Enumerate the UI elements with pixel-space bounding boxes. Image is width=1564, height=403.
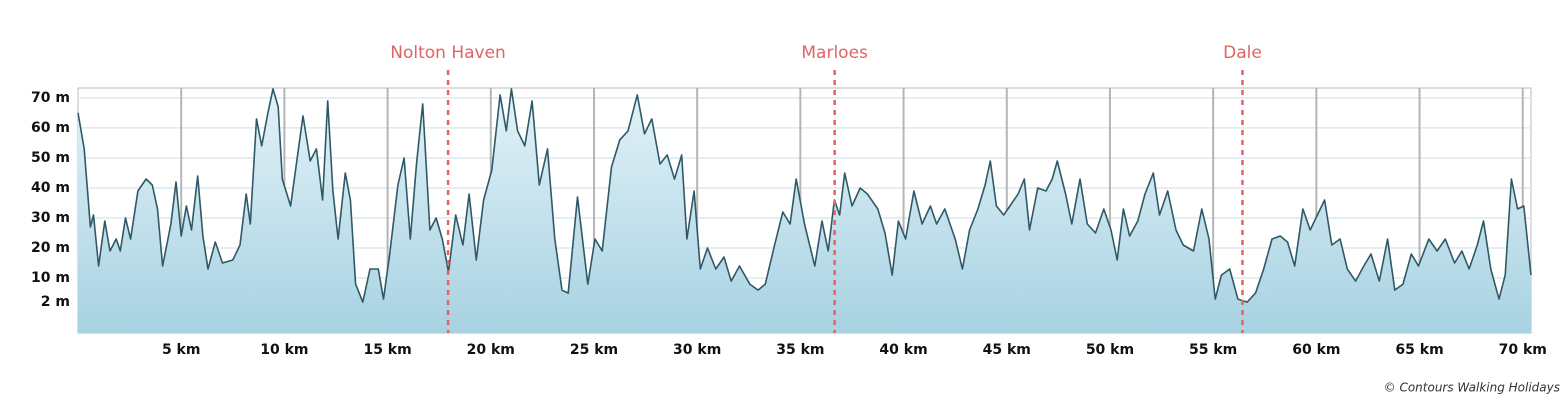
- x-tick-label: 5 km: [162, 342, 201, 358]
- y-tick-label: 60 m: [31, 120, 70, 136]
- x-tick-label: 50 km: [1086, 342, 1134, 358]
- x-tick-label: 40 km: [879, 342, 927, 358]
- y-tick-label: 50 m: [31, 150, 70, 166]
- marker-label: Marloes: [801, 43, 868, 63]
- elevation-line: [77, 88, 1532, 303]
- credit: © Contours Walking Holidays: [1384, 381, 1560, 395]
- y-tick-label: 70 m: [31, 90, 70, 106]
- x-tick-label: 35 km: [776, 342, 824, 358]
- y-tick-label: 40 m: [31, 180, 70, 196]
- area-fill: [78, 88, 1531, 334]
- x-tick-label: 20 km: [467, 342, 515, 358]
- x-tick-label: 30 km: [673, 342, 721, 358]
- x-tick-label: 15 km: [363, 342, 411, 358]
- y-tick-label: 30 m: [31, 210, 70, 226]
- x-tick-label: 45 km: [983, 342, 1031, 358]
- x-tick-label: 10 km: [260, 342, 308, 358]
- x-tick-label: 55 km: [1189, 342, 1237, 358]
- y-tick-label: 20 m: [31, 240, 70, 256]
- marker-label: Nolton Haven: [390, 43, 506, 63]
- x-tick-label: 25 km: [570, 342, 618, 358]
- x-tick-label: 65 km: [1395, 342, 1443, 358]
- y-tick-label: 10 m: [31, 270, 70, 286]
- x-tick-label: 70 km: [1499, 342, 1547, 358]
- y-tick-label: 2 m: [41, 294, 70, 310]
- marker-label: Dale: [1223, 43, 1262, 63]
- x-tick-label: 60 km: [1292, 342, 1340, 358]
